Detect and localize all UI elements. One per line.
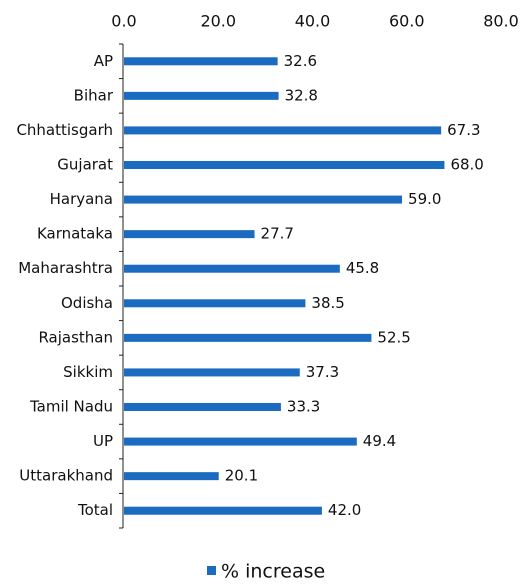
data-label: 67.3 (447, 121, 480, 139)
data-label: 59.0 (408, 190, 441, 208)
bar (124, 506, 322, 515)
bar (124, 264, 340, 273)
bar (124, 472, 219, 481)
y-tick-label: Tamil Nadu (29, 398, 113, 416)
bar (124, 161, 445, 169)
bar (124, 368, 300, 377)
y-tick-label: Gujarat (57, 156, 113, 174)
bar (124, 299, 306, 308)
y-tick-label: Uttarakhand (19, 467, 113, 485)
data-label: 27.7 (261, 225, 294, 243)
data-label: 68.0 (450, 156, 483, 174)
y-tick-label: Maharashtra (18, 259, 113, 277)
bar (124, 333, 372, 342)
x-tick-label: 40.0 (295, 12, 331, 31)
data-label: 20.1 (225, 467, 258, 485)
data-label: 45.8 (346, 259, 379, 277)
data-label: 32.6 (284, 52, 317, 70)
y-tick-label: Karnataka (37, 225, 113, 243)
bar (124, 403, 281, 411)
data-label: 32.8 (285, 86, 318, 104)
y-tick-label: AP (94, 52, 113, 70)
bar (124, 57, 278, 66)
bar (124, 195, 403, 204)
x-tick-label: 60.0 (389, 12, 425, 31)
bar (124, 437, 357, 446)
data-label: 33.3 (287, 398, 320, 416)
bar (124, 126, 442, 135)
y-tick-label: Rajasthan (38, 328, 113, 346)
y-tick-label: Sikkim (63, 363, 113, 381)
data-label: 37.3 (306, 363, 339, 381)
data-label: 52.5 (377, 328, 410, 346)
data-label: 42.0 (328, 501, 361, 519)
legend-label: % increase (221, 561, 325, 583)
y-tick-label: Odisha (61, 294, 113, 312)
x-tick-label: 80.0 (483, 12, 519, 31)
bar (124, 91, 279, 100)
y-tick-label: Chhattisgarh (16, 121, 113, 139)
x-tick-label: 20.0 (200, 12, 236, 31)
data-label: 49.4 (363, 432, 396, 450)
data-label: 38.5 (311, 294, 344, 312)
y-tick-label: Bihar (74, 86, 114, 104)
y-tick-label: Total (77, 501, 113, 519)
y-tick-label: Haryana (50, 190, 113, 208)
y-tick-label: UP (93, 432, 113, 450)
x-tick-label: 0.0 (111, 12, 136, 31)
bar (124, 230, 255, 239)
legend-swatch (207, 566, 216, 575)
